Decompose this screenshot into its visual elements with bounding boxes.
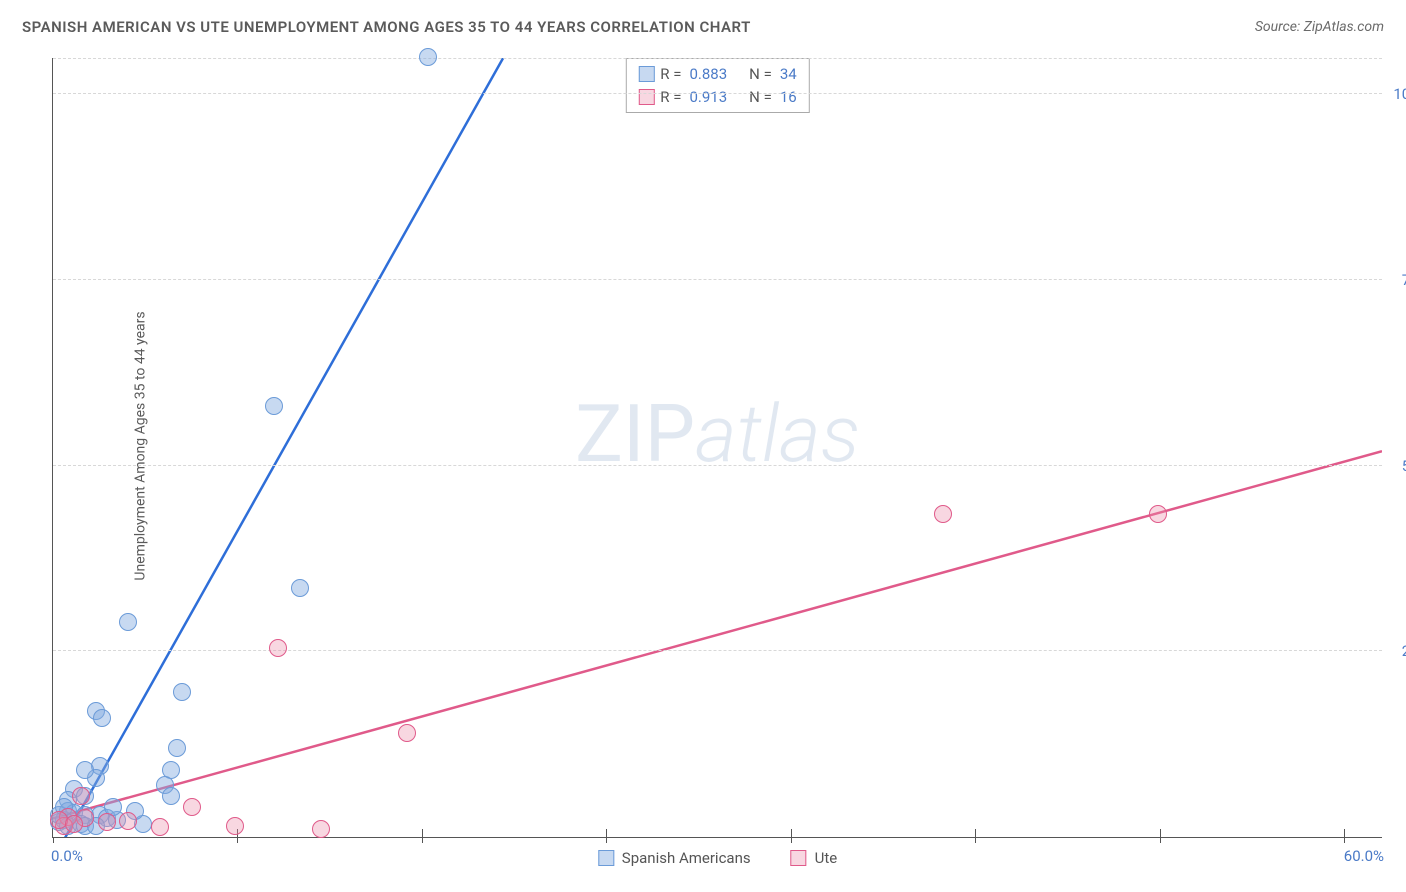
data-point bbox=[98, 813, 116, 831]
x-tick-mark bbox=[237, 837, 238, 843]
data-point bbox=[419, 48, 437, 66]
chart-title: SPANISH AMERICAN VS UTE UNEMPLOYMENT AMO… bbox=[22, 18, 751, 36]
y-tick-label: 50.0% bbox=[1387, 457, 1406, 475]
x-tick-mark bbox=[422, 837, 423, 843]
data-point bbox=[226, 817, 244, 835]
trendlines-svg bbox=[53, 58, 1382, 837]
data-point bbox=[934, 505, 952, 523]
data-point bbox=[183, 798, 201, 816]
x-axis-end-label: 60.0% bbox=[1344, 847, 1384, 865]
x-tick-mark bbox=[975, 837, 976, 843]
data-point bbox=[119, 613, 137, 631]
legend-r-value-1: 0.913 bbox=[689, 86, 727, 109]
legend-n-value-0: 34 bbox=[780, 63, 797, 86]
gridline-v bbox=[791, 829, 792, 837]
data-point bbox=[312, 820, 330, 838]
watermark: ZIPatlas bbox=[575, 386, 860, 480]
series-swatch-0 bbox=[598, 850, 614, 866]
gridline-v bbox=[422, 829, 423, 837]
series-label-1: Ute bbox=[815, 849, 838, 867]
gridline-v bbox=[975, 829, 976, 837]
data-point bbox=[168, 739, 186, 757]
legend-r-label-0: R = bbox=[660, 63, 681, 86]
data-point bbox=[173, 683, 191, 701]
data-point bbox=[291, 579, 309, 597]
watermark-atlas: atlas bbox=[695, 386, 860, 480]
x-axis-start-label: 0.0% bbox=[51, 847, 83, 865]
y-tick-label: 25.0% bbox=[1387, 642, 1406, 660]
data-point bbox=[76, 761, 94, 779]
series-legend: Spanish Americans Ute bbox=[598, 849, 837, 867]
legend-n-label-1: N = bbox=[749, 86, 772, 109]
legend-swatch-1 bbox=[638, 89, 654, 105]
gridline-v bbox=[606, 829, 607, 837]
source-label: Source: ZipAtlas.com bbox=[1255, 19, 1384, 35]
trend-line bbox=[53, 451, 1382, 818]
data-point bbox=[72, 787, 90, 805]
correlation-legend: R = 0.883 N = 34 R = 0.913 N = 16 bbox=[625, 58, 809, 113]
data-point bbox=[65, 815, 83, 833]
gridline-v bbox=[1344, 829, 1345, 837]
watermark-zip: ZIP bbox=[575, 386, 695, 480]
x-tick-mark bbox=[791, 837, 792, 843]
data-point bbox=[1149, 505, 1167, 523]
legend-r-label-1: R = bbox=[660, 86, 681, 109]
x-tick-mark bbox=[1160, 837, 1161, 843]
gridline-h bbox=[53, 93, 1382, 94]
gridline-v bbox=[1160, 829, 1161, 837]
data-point bbox=[151, 818, 169, 836]
plot-area: ZIPatlas R = 0.883 N = 34 R = 0.913 N = … bbox=[52, 58, 1382, 838]
legend-n-label-0: N = bbox=[749, 63, 772, 86]
series-legend-item-0: Spanish Americans bbox=[598, 849, 751, 867]
legend-n-value-1: 16 bbox=[780, 86, 797, 109]
gridline-h bbox=[53, 650, 1382, 651]
series-label-0: Spanish Americans bbox=[622, 849, 751, 867]
series-swatch-1 bbox=[791, 850, 807, 866]
gridline-h bbox=[53, 279, 1382, 280]
data-point bbox=[162, 787, 180, 805]
chart-header: SPANISH AMERICAN VS UTE UNEMPLOYMENT AMO… bbox=[22, 18, 1384, 36]
x-tick-mark bbox=[606, 837, 607, 843]
y-tick-label: 75.0% bbox=[1387, 271, 1406, 289]
gridline-h bbox=[53, 465, 1382, 466]
data-point bbox=[93, 709, 111, 727]
data-point bbox=[265, 397, 283, 415]
gridline-h-top bbox=[53, 58, 1382, 59]
data-point bbox=[119, 812, 137, 830]
x-tick-mark bbox=[1344, 837, 1345, 843]
series-legend-item-1: Ute bbox=[791, 849, 838, 867]
legend-swatch-0 bbox=[638, 66, 654, 82]
data-point bbox=[398, 724, 416, 742]
legend-row-0: R = 0.883 N = 34 bbox=[638, 63, 796, 86]
data-point bbox=[269, 639, 287, 657]
legend-r-value-0: 0.883 bbox=[689, 63, 727, 86]
x-tick-mark bbox=[53, 837, 54, 843]
y-tick-label: 100.0% bbox=[1387, 85, 1406, 103]
legend-row-1: R = 0.913 N = 16 bbox=[638, 86, 796, 109]
trend-line bbox=[53, 58, 503, 837]
